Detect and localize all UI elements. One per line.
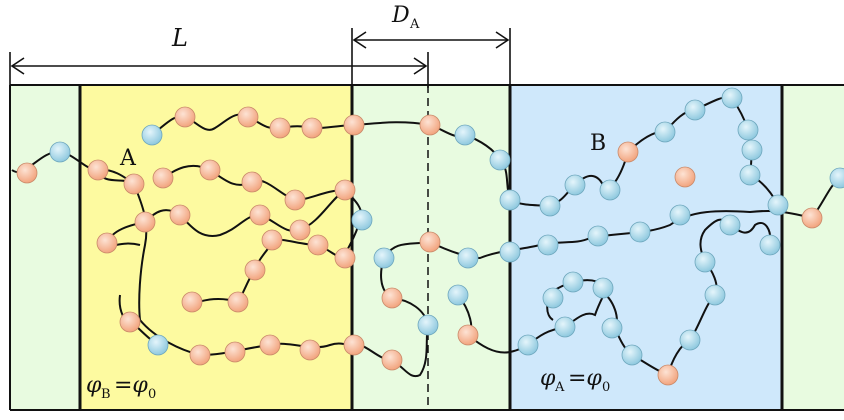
svg-text:φ: φ bbox=[540, 366, 556, 391]
beads-a bbox=[16, 106, 823, 386]
svg-text:A: A bbox=[554, 380, 565, 395]
svg-text:0: 0 bbox=[602, 380, 610, 395]
label-DA-subscript: A bbox=[409, 17, 420, 32]
dimension-arrows bbox=[9, 28, 511, 88]
phiA-equation: φ A =φ 0 bbox=[540, 366, 610, 395]
beads-b bbox=[49, 87, 844, 366]
label-B: B bbox=[590, 131, 606, 156]
svg-text:φ: φ bbox=[86, 373, 102, 398]
svg-text:0: 0 bbox=[148, 387, 156, 402]
right-interface-region bbox=[782, 85, 844, 410]
left-interface-region bbox=[10, 85, 80, 410]
label-A: A bbox=[119, 146, 137, 171]
regions bbox=[9, 84, 844, 411]
label-L: L bbox=[171, 24, 188, 52]
svg-text:B: B bbox=[101, 387, 111, 402]
svg-text:=φ: =φ bbox=[114, 373, 148, 398]
svg-text:=φ: =φ bbox=[568, 366, 602, 391]
label-DA: D bbox=[391, 3, 410, 28]
phiB-equation: φ B =φ 0 bbox=[86, 373, 156, 402]
